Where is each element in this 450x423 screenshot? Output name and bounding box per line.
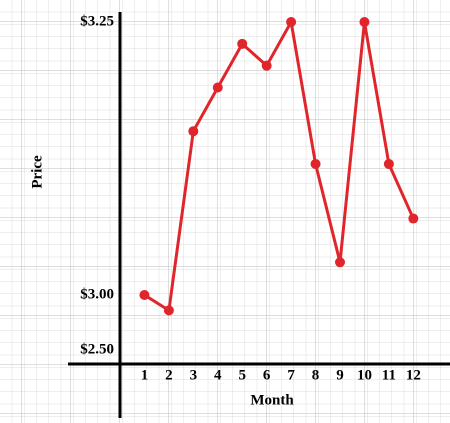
x-tick-label: 3 [190,367,198,383]
point [286,17,297,27]
x-tick-label: 8 [312,367,320,383]
point [212,82,223,93]
x-tick-label: 11 [382,367,396,383]
x-tick-label: 7 [287,367,295,383]
line [143,20,415,312]
point [261,60,272,71]
x-tick-label: 9 [336,367,344,383]
point [310,158,321,169]
point [408,213,419,224]
x-tick-label: 5 [238,367,246,383]
point [163,305,174,316]
x-tick-label: 4 [214,367,222,383]
point [383,158,394,169]
y-axis-label: Price [29,155,45,189]
point [237,38,248,49]
point [139,290,150,300]
x-tick-label: 10 [357,367,372,383]
x-tick-label: 6 [263,367,271,383]
x-tick-label: 2 [165,367,173,383]
y-tick-label: $2.50 [80,341,114,357]
y-tick-label: $3.00 [80,286,114,302]
x-axis-label: Month [250,392,294,408]
point [188,126,199,137]
point [335,257,345,268]
x-tick-label: 12 [406,367,421,383]
y-tick-label: $3.25 [80,13,114,29]
x-tick-label: 1 [141,367,149,383]
point [359,17,370,27]
